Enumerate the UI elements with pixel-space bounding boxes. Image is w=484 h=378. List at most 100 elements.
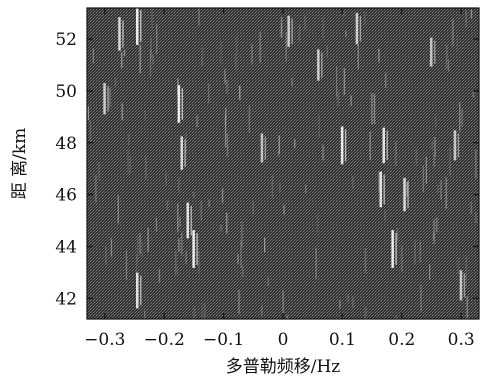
texture-streak <box>267 277 269 286</box>
texture-streak <box>144 110 146 120</box>
texture-streak <box>121 102 123 121</box>
texture-streak <box>316 213 319 233</box>
x-tick-label: 0.3 <box>448 330 475 350</box>
texture-streak <box>364 12 366 25</box>
texture-streak <box>395 141 397 166</box>
texture-streak <box>145 156 147 180</box>
texture-streak <box>447 60 450 71</box>
texture-streak <box>432 232 435 240</box>
texture-streak <box>373 93 376 124</box>
texture-streak <box>406 182 408 197</box>
texture-streak <box>420 284 422 312</box>
texture-streak <box>136 254 138 284</box>
texture-streak <box>127 149 129 175</box>
highlight-streak-9-b <box>383 174 385 205</box>
texture-streak <box>139 45 141 74</box>
highlight-streak-10-b <box>407 180 409 209</box>
x-axis-label: 多普勒频移/Hz <box>226 357 341 377</box>
texture-streak <box>282 289 284 314</box>
texture-streak <box>240 241 242 268</box>
texture-streak <box>456 35 458 51</box>
texture-streak <box>475 212 477 223</box>
texture-streak <box>437 184 439 193</box>
texture-streak <box>193 191 195 198</box>
highlight-streak-19-b <box>463 273 466 298</box>
highlight-streak-14 <box>430 37 433 67</box>
highlight-streak-12 <box>317 49 320 81</box>
texture-streak <box>345 31 347 38</box>
texture-streak <box>429 264 431 280</box>
texture-streak <box>264 237 266 253</box>
texture-streak <box>166 200 169 210</box>
texture-streak <box>226 79 228 94</box>
texture-streak <box>208 83 210 104</box>
texture-streak <box>385 72 387 88</box>
x-tick-label: −0.1 <box>203 330 244 350</box>
texture-streak <box>208 199 210 207</box>
texture-streak <box>204 303 206 319</box>
texture-streak <box>283 204 285 215</box>
texture-streak <box>92 48 94 63</box>
texture-streak <box>352 177 354 190</box>
highlight-streak-17 <box>103 83 106 115</box>
highlight-streak-15-b <box>264 136 267 160</box>
highlight-streak-4 <box>186 202 189 239</box>
texture-streak <box>396 228 399 242</box>
texture-streak <box>305 184 307 194</box>
texture-streak <box>251 43 253 65</box>
texture-streak <box>149 49 152 77</box>
y-tick-label: 52 <box>55 30 77 50</box>
highlight-streak-18 <box>453 130 457 161</box>
texture-streak <box>235 54 237 70</box>
highlight-streak-3 <box>180 136 183 170</box>
highlight-streak-15 <box>260 133 264 163</box>
texture-streak <box>436 217 438 233</box>
texture-streak <box>304 15 306 30</box>
texture-streak <box>259 31 261 63</box>
highlight-streak-2 <box>177 85 181 123</box>
texture-streak <box>433 219 435 245</box>
highlight-streak-5 <box>192 230 195 268</box>
texture-streak <box>414 240 416 265</box>
texture-streak <box>395 316 397 319</box>
texture-streak <box>347 293 349 303</box>
texture-streak <box>278 135 280 154</box>
texture-streak <box>461 109 463 127</box>
highlight-streak-14-b <box>434 40 436 64</box>
highlight-streak-2-b <box>181 88 183 120</box>
axes: −0.3 −0.2 −0.1 0 0.1 0.2 0.3 42 44 46 48 50 52 <box>55 7 480 350</box>
texture-streak <box>155 217 158 232</box>
texture-streak <box>401 245 403 273</box>
highlight-streak-12-b <box>321 52 323 78</box>
texture-streak <box>178 238 180 252</box>
texture-streak <box>378 49 380 62</box>
highlight-streak-7 <box>340 126 344 165</box>
texture-streak <box>109 87 111 107</box>
texture-streak <box>291 77 293 87</box>
texture-streak <box>185 133 187 153</box>
texture-streak <box>457 257 460 275</box>
highlight-streak-19 <box>459 270 463 301</box>
highlight-streak-9 <box>379 171 382 208</box>
texture-streak <box>419 241 421 263</box>
texture-streak <box>178 178 180 193</box>
texture-streak <box>384 211 386 221</box>
highlight-streak-8 <box>382 127 385 164</box>
texture-streak <box>425 156 427 184</box>
texture-streak <box>465 256 467 287</box>
highlight-streak-13 <box>287 15 290 47</box>
texture-streak <box>465 10 467 28</box>
highlight-streak-18-b <box>457 133 460 158</box>
texture-streak <box>242 266 244 277</box>
texture-streak <box>315 247 317 279</box>
texture-streak <box>357 44 359 70</box>
texture-streak <box>125 250 128 281</box>
highlight-streak-1-b <box>122 20 124 48</box>
texture-streak <box>378 172 380 192</box>
texture-streak <box>139 233 141 255</box>
texture-streak <box>105 246 107 266</box>
texture-streak <box>343 10 345 17</box>
y-tick-label: 42 <box>55 289 77 309</box>
texture-streak <box>298 24 301 43</box>
